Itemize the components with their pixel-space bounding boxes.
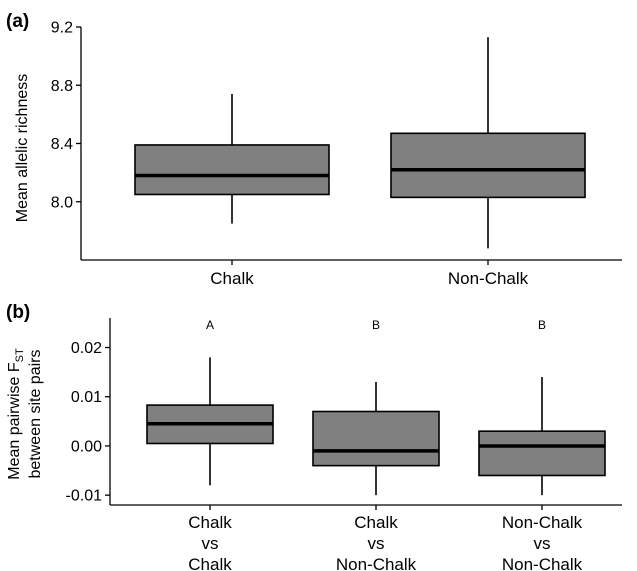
category-label: Chalk (188, 555, 232, 571)
panel-b-y-axis-title-line2: between site pairs (27, 350, 44, 479)
significance-letter: A (206, 318, 214, 332)
y-tick-label: 0.01 (71, 389, 102, 406)
box-1 (312, 410, 440, 467)
box-1 (390, 132, 586, 199)
category-label: Non-Chalk (502, 513, 583, 532)
panel-b-y-axis-title-subscript: ST (14, 348, 26, 362)
category-label: Chalk (210, 269, 254, 288)
category-label: vs (534, 534, 551, 553)
category-label: vs (368, 534, 385, 553)
category-label: vs (202, 534, 219, 553)
significance-letter: B (372, 318, 380, 332)
panel-a-plot-area: 8.0 8.4 8.8 9.2 Chalk Non-Chalk (51, 20, 622, 288)
category-label: Non-Chalk (502, 555, 583, 571)
box-2 (478, 430, 606, 477)
significance-letter: B (538, 318, 546, 332)
panel-a-y-axis-title: Mean allelic richness (14, 74, 31, 223)
y-tick-label: 0.00 (71, 438, 102, 455)
panel-b-y-axis-title-line1: Mean pairwise FST (6, 348, 26, 480)
y-tick-label: 8.0 (51, 194, 73, 211)
box-0 (134, 144, 330, 196)
panel-a: (a) Mean allelic richness 8.0 8.4 8.8 9.2 Ch… (6, 11, 622, 288)
y-tick-label: 8.4 (51, 136, 73, 153)
y-tick-label: 8.8 (51, 78, 73, 95)
panel-b-label: (b) (6, 302, 30, 323)
category-label: Non-Chalk (336, 555, 417, 571)
category-label: Chalk (188, 513, 232, 532)
category-label: Chalk (354, 513, 398, 532)
y-tick-label: 0.02 (71, 340, 102, 357)
panel-b-plot-area: -0.01 0.00 0.01 0.02 Chalk vs Chalk A Chalk vs Non… (66, 318, 622, 571)
y-tick-label: -0.01 (66, 488, 103, 505)
panel-b: (b) Mean pairwise FST between site pairs… (6, 302, 622, 571)
category-label: Non-Chalk (448, 269, 529, 288)
panel-b-y-axis-title-main: Mean pairwise F (6, 362, 23, 480)
panel-a-label: (a) (6, 11, 29, 32)
y-tick-label: 9.2 (51, 20, 73, 37)
